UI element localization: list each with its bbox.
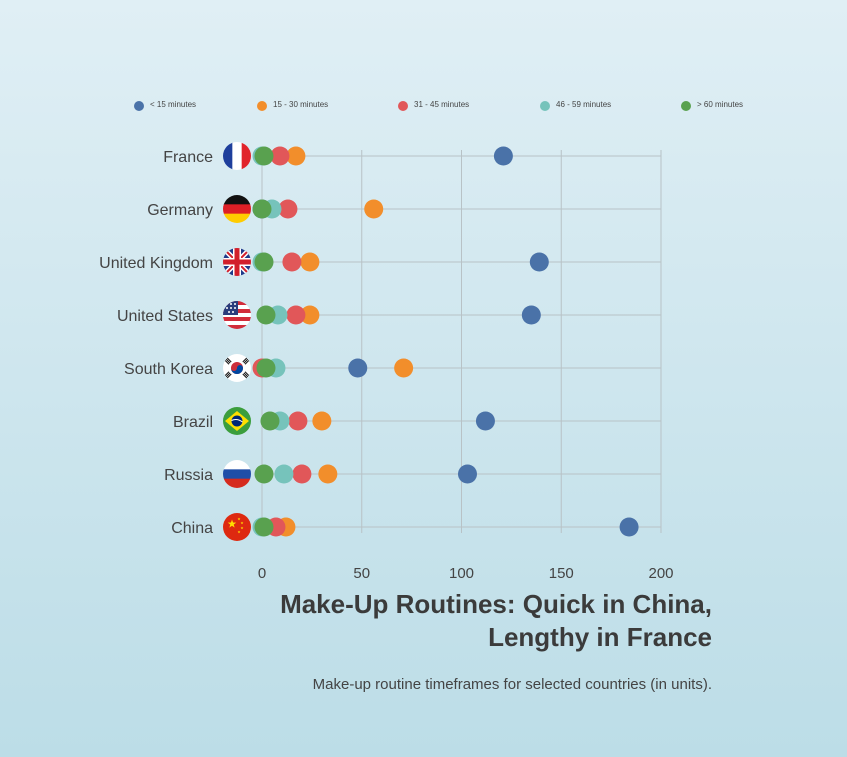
x-tick-label: 100	[449, 565, 474, 582]
legend-label: 15 - 30 minutes	[273, 100, 328, 109]
category-label: China	[171, 520, 213, 537]
data-point	[252, 199, 272, 219]
germany-flag-icon	[223, 195, 251, 223]
x-tick-label: 150	[549, 565, 574, 582]
data-point	[493, 146, 513, 166]
data-point	[475, 411, 495, 431]
flags	[223, 142, 251, 541]
category-label: South Korea	[124, 361, 213, 378]
legend-label: 31 - 45 minutes	[414, 100, 469, 109]
china-flag-icon	[223, 513, 251, 541]
x-tick-label: 200	[648, 565, 673, 582]
data-point	[286, 146, 306, 166]
legend-marker	[540, 101, 550, 111]
legend: < 15 minutes 15 - 30 minutes 31 - 45 minut…	[134, 100, 743, 111]
category-label: United States	[117, 308, 213, 325]
data-point	[457, 464, 477, 484]
legend-marker	[398, 101, 408, 111]
data-point	[318, 464, 338, 484]
data-point	[270, 146, 290, 166]
category-label: Germany	[147, 202, 213, 219]
x-tick-label: 0	[258, 565, 266, 582]
category-label: France	[163, 149, 213, 166]
data-point	[256, 305, 276, 325]
data-point	[300, 252, 320, 272]
legend-label: < 15 minutes	[150, 100, 196, 109]
data-point	[254, 517, 274, 537]
brazil-flag-icon	[223, 407, 251, 435]
data-point	[254, 146, 274, 166]
chart-title-line-2: Lengthy in France	[488, 622, 712, 652]
category-label: Brazil	[173, 414, 213, 431]
data-point	[619, 517, 639, 537]
legend-marker	[134, 101, 144, 111]
data-point	[254, 252, 274, 272]
data-point	[260, 411, 280, 431]
chart-title: Make-Up Routines: Quick in China, Length…	[280, 588, 712, 654]
category-label: United Kingdom	[99, 255, 213, 272]
data-point	[256, 358, 276, 378]
russia-flag-icon	[223, 460, 251, 488]
chart-subtitle: Make-up routine timeframes for selected …	[312, 676, 712, 693]
legend-label: 46 - 59 minutes	[556, 100, 611, 109]
data-point	[394, 358, 414, 378]
data-point	[312, 411, 332, 431]
x-axis-ticks: 0 50 100 150 200	[258, 565, 674, 582]
data-point	[288, 411, 308, 431]
data-point	[348, 358, 368, 378]
south-korea-flag-icon	[223, 354, 251, 382]
legend-marker	[681, 101, 691, 111]
data-point	[292, 464, 312, 484]
data-point	[254, 464, 274, 484]
chart-title-line-1: Make-Up Routines: Quick in China,	[280, 589, 712, 619]
legend-marker	[257, 101, 267, 111]
data-point	[282, 252, 302, 272]
data-point	[278, 199, 298, 219]
data-point	[274, 464, 294, 484]
data-point	[529, 252, 549, 272]
x-tick-label: 50	[353, 565, 370, 582]
category-labels: France Germany United Kingdom United States…	[99, 149, 213, 537]
uk-flag-icon	[223, 248, 251, 276]
usa-flag-icon	[223, 301, 251, 329]
data-point	[521, 305, 541, 325]
data-point	[364, 199, 384, 219]
data-point	[300, 305, 320, 325]
category-label: Russia	[164, 467, 213, 484]
data-point	[286, 305, 306, 325]
france-flag-icon	[223, 142, 251, 170]
data-points	[252, 146, 639, 537]
legend-label: > 60 minutes	[697, 100, 743, 109]
